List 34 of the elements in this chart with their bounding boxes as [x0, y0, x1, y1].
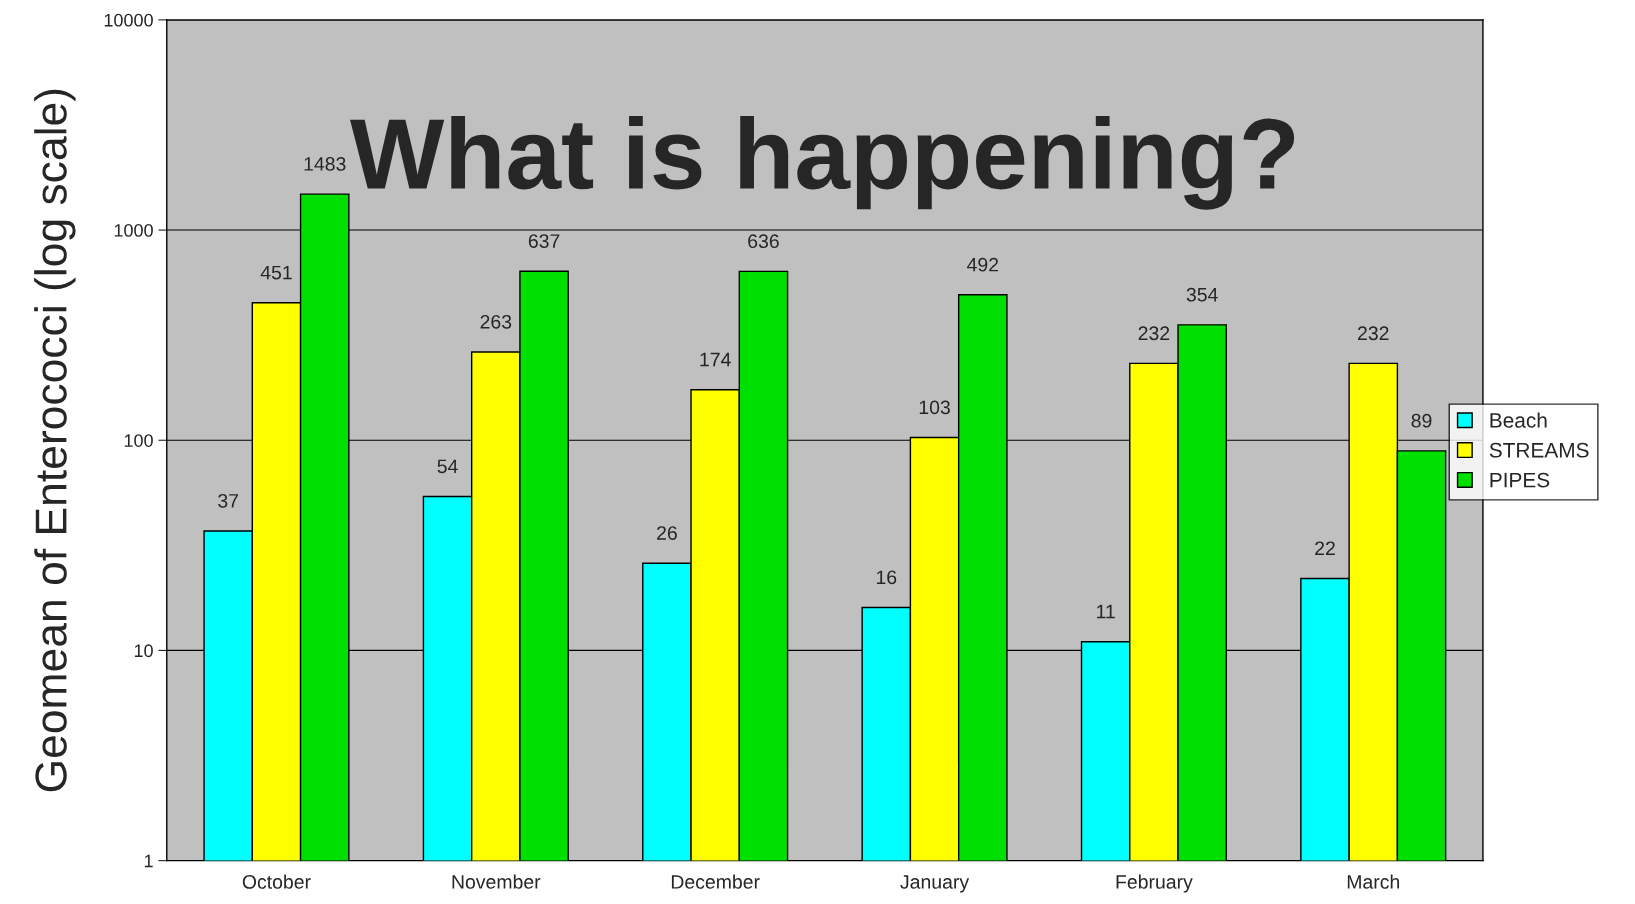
legend-label: PIPES	[1490, 472, 1550, 488]
data-label: 451	[260, 265, 292, 280]
data-label: 54	[437, 459, 458, 474]
data-label: 232	[1138, 326, 1170, 341]
x-tick-label: March	[1347, 874, 1400, 889]
data-label: 11	[1097, 604, 1115, 619]
x-tick-label: October	[242, 874, 311, 889]
data-label: 1483	[304, 157, 346, 171]
data-label: 354	[1186, 287, 1218, 302]
data-label: 263	[480, 314, 512, 329]
x-tick-label: December	[671, 874, 760, 889]
data-label: 89	[1411, 413, 1432, 428]
y-tick-label: 1000	[114, 224, 153, 237]
data-label: 37	[218, 493, 239, 508]
text: What is happening?	[350, 115, 1295, 210]
legend-label: STREAMS	[1489, 442, 1589, 458]
data-label: 232	[1358, 326, 1389, 341]
data-label: 492	[967, 257, 999, 272]
legend-label: Beach	[1490, 412, 1547, 428]
y-tick-label: 1	[144, 854, 153, 868]
x-tick-label: January	[900, 875, 970, 893]
x-tick-label: November	[452, 874, 541, 889]
x-tick-label: February	[1116, 874, 1193, 893]
data-label: 174	[700, 352, 731, 367]
data-label: 637	[528, 234, 560, 248]
y-axis-title: Geomean of Enterococci (log scale)	[34, 89, 76, 792]
y-tick-label: 10000	[104, 13, 153, 27]
data-label: 26	[657, 526, 677, 540]
data-label: 16	[876, 570, 897, 585]
y-tick-label: 100	[124, 434, 153, 447]
y-tick-label: 10	[134, 644, 153, 658]
data-label: 103	[919, 400, 950, 415]
data-label: 22	[1315, 541, 1335, 555]
data-label: 636	[748, 234, 779, 249]
